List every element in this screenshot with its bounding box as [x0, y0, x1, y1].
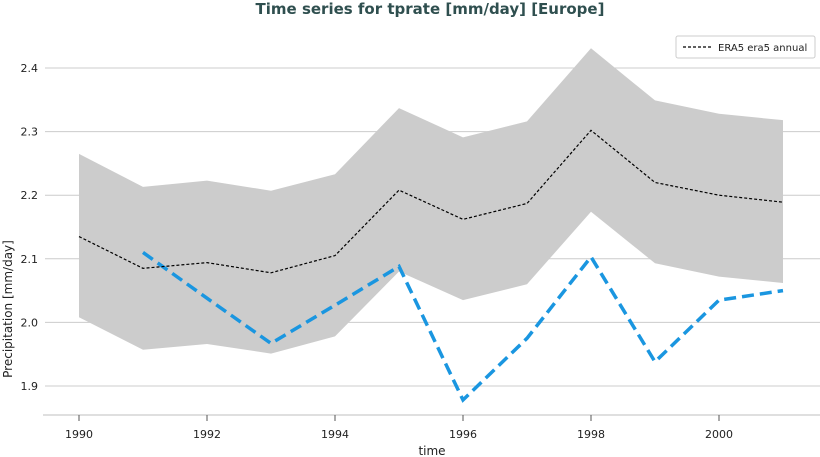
y-tick-label: 2.3: [21, 126, 39, 139]
uncertainty-band: [79, 48, 783, 354]
x-tick-label: 1994: [321, 428, 349, 441]
x-axis-label: time: [418, 444, 445, 457]
model-series-line: [141, 251, 784, 403]
y-tick-label: 2.0: [21, 316, 39, 329]
legend: ERA5 era5 annual: [675, 35, 816, 59]
x-tick-label: 1996: [449, 428, 477, 441]
x-tick-label: 1990: [65, 428, 93, 441]
x-tick-label: 1992: [193, 428, 221, 441]
x-tick-label: 2000: [705, 428, 733, 441]
chart-title: Time series for tprate [mm/day] [Europe]: [256, 0, 605, 18]
era5-series-line: [78, 129, 784, 274]
y-tick-label: 1.9: [21, 380, 39, 393]
legend-label-era5: ERA5 era5 annual: [718, 43, 807, 54]
y-tick-label: 2.4: [21, 62, 39, 75]
y-tick-label: 2.1: [21, 253, 39, 266]
y-tick-label: 2.2: [21, 189, 39, 202]
x-tick-label: 1998: [577, 428, 605, 441]
y-axis-label: Precipitation [mm/day]: [1, 240, 15, 378]
